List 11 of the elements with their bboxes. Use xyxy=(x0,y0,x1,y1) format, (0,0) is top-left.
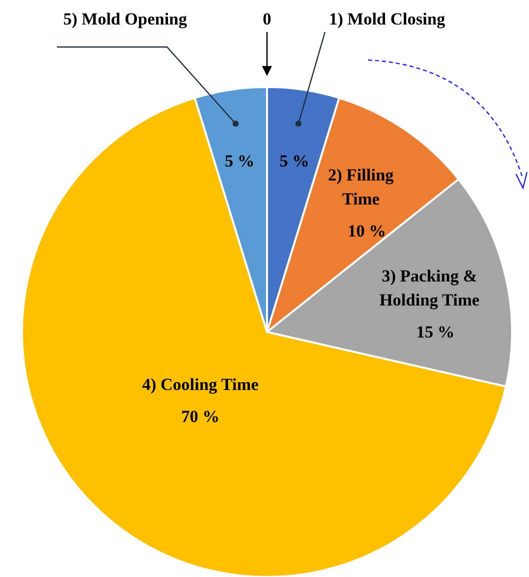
slice-label: 2) Filling Time xyxy=(328,166,394,209)
data-label: 10 % xyxy=(348,222,386,241)
data-label: 5 % xyxy=(280,152,310,171)
slice-label: 1) Mold Closing xyxy=(328,9,446,28)
data-label: 15 % xyxy=(416,322,455,342)
data-label: 5 % xyxy=(224,152,254,171)
text: 0 xyxy=(262,9,272,28)
slice-label: 5) Mold Opening xyxy=(63,9,188,28)
slice-label: 4) Cooling Time xyxy=(142,375,260,394)
slice-label: 3) Packing & Holding Time xyxy=(379,266,480,310)
data-label: 70 % xyxy=(181,407,220,426)
